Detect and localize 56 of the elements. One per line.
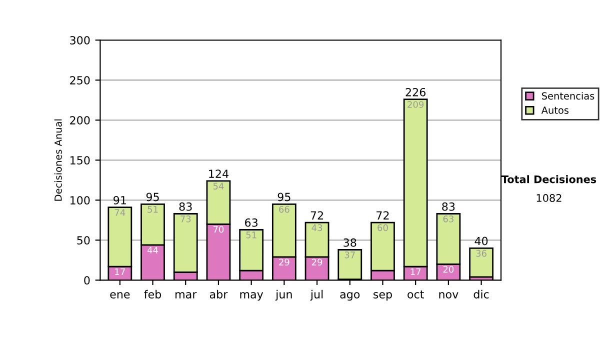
data-label: 37 (344, 252, 355, 258)
legend-label: Sentencias (542, 92, 594, 100)
total-label: 95 (278, 192, 290, 202)
data-label: 66 (279, 206, 290, 213)
data-label: 63 (443, 216, 454, 222)
legend-label: Autos (541, 106, 568, 114)
x-tick-label: ene (110, 292, 130, 298)
data-label: 36 (476, 250, 486, 257)
data-label: 51 (148, 206, 158, 213)
data-label: 209 (408, 101, 424, 108)
y-tick-label: 200 (70, 116, 90, 125)
x-tick-label: nov (439, 292, 458, 298)
y-tick-label: 100 (70, 196, 90, 205)
x-tick-label: jul (310, 290, 323, 301)
y-tick-label: 0 (84, 276, 90, 285)
data-label: 73 (180, 216, 191, 222)
data-label: 17 (410, 268, 421, 276)
x-tick-label: sep (373, 292, 392, 301)
data-label: 70 (213, 226, 224, 233)
x-tick-label: dic (474, 290, 489, 298)
x-tick-label: mar (176, 292, 197, 298)
total-label: 83 (179, 202, 192, 211)
total-label: 226 (406, 88, 426, 96)
data-label: 60 (378, 224, 388, 232)
x-tick-label: jun (275, 290, 292, 301)
y-axis-title: Decisiones Anual (54, 119, 62, 201)
data-label: 29 (312, 258, 322, 266)
text: 1082 (536, 194, 562, 202)
total-label: 63 (245, 218, 258, 227)
data-label: 44 (147, 246, 158, 254)
x-tick-label: ago (340, 292, 360, 301)
total-label: 95 (146, 192, 159, 202)
text: Total Decisiones (501, 175, 596, 184)
x-tick-label: oct (408, 290, 424, 298)
total-label: 124 (209, 170, 228, 178)
x-tick-label: abr (210, 290, 228, 298)
y-tick-label: 50 (77, 236, 90, 245)
y-tick-label: 250 (70, 76, 90, 85)
bar (469, 247, 494, 278)
data-label: 43 (312, 224, 322, 232)
data-label: 51 (246, 232, 256, 238)
total-label: 40 (474, 236, 488, 246)
y-tick-label: 150 (70, 156, 90, 165)
x-tick-label: feb (144, 290, 162, 298)
total-label: 91 (114, 196, 126, 204)
data-label: 54 (213, 182, 224, 190)
total-label: 72 (376, 211, 389, 220)
y-tick-label: 300 (70, 36, 90, 44)
total-label: 72 (310, 211, 323, 220)
total-label: 83 (442, 202, 455, 211)
data-label: 74 (114, 209, 126, 216)
data-label: 29 (279, 258, 290, 266)
x-tick-label: may (240, 292, 264, 301)
data-label: 20 (443, 266, 454, 273)
data-label: 17 (115, 268, 125, 276)
total-label: 38 (344, 238, 356, 247)
